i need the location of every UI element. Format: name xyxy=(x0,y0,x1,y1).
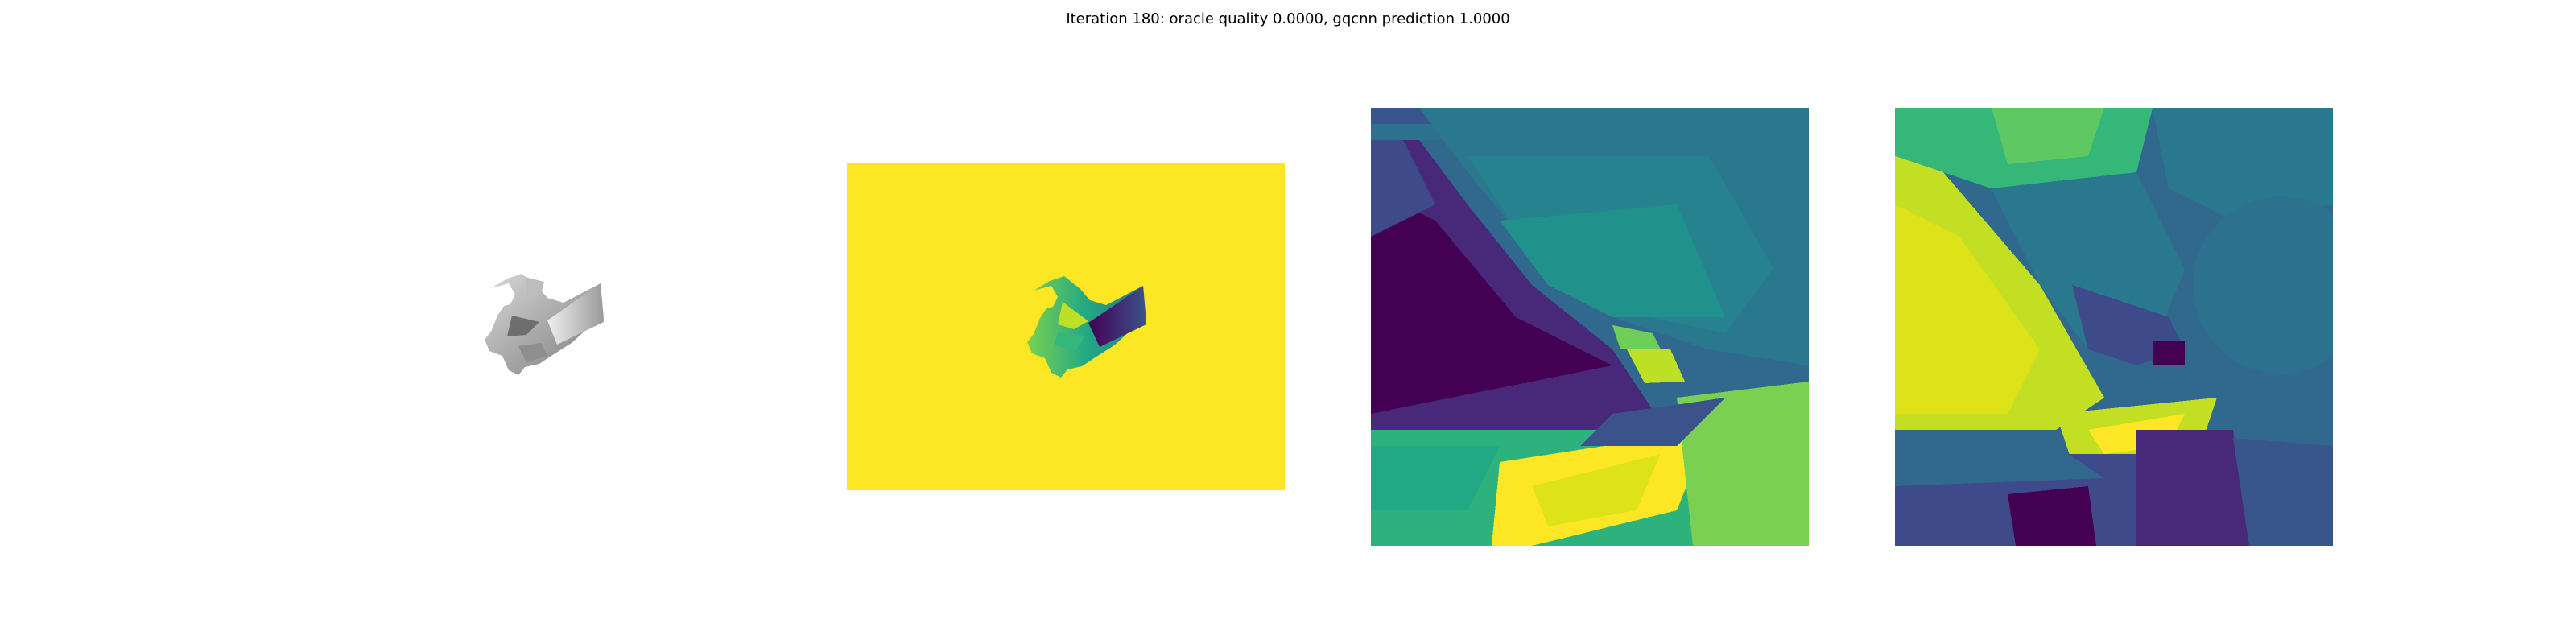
depth-image-panel xyxy=(847,163,1285,490)
depth-crop-2-panel xyxy=(1895,108,2333,546)
depth-crop-1-panel xyxy=(1371,108,1809,546)
grayscale-object-shape xyxy=(485,274,604,375)
depth-object-shape xyxy=(1027,276,1146,378)
depth-crop-2-image xyxy=(1895,108,2333,546)
figure-title: Iteration 180: oracle quality 0.0000, gq… xyxy=(1066,10,1510,27)
depth-crop-1-image xyxy=(1371,108,1809,546)
grayscale-render-panel xyxy=(451,242,676,402)
